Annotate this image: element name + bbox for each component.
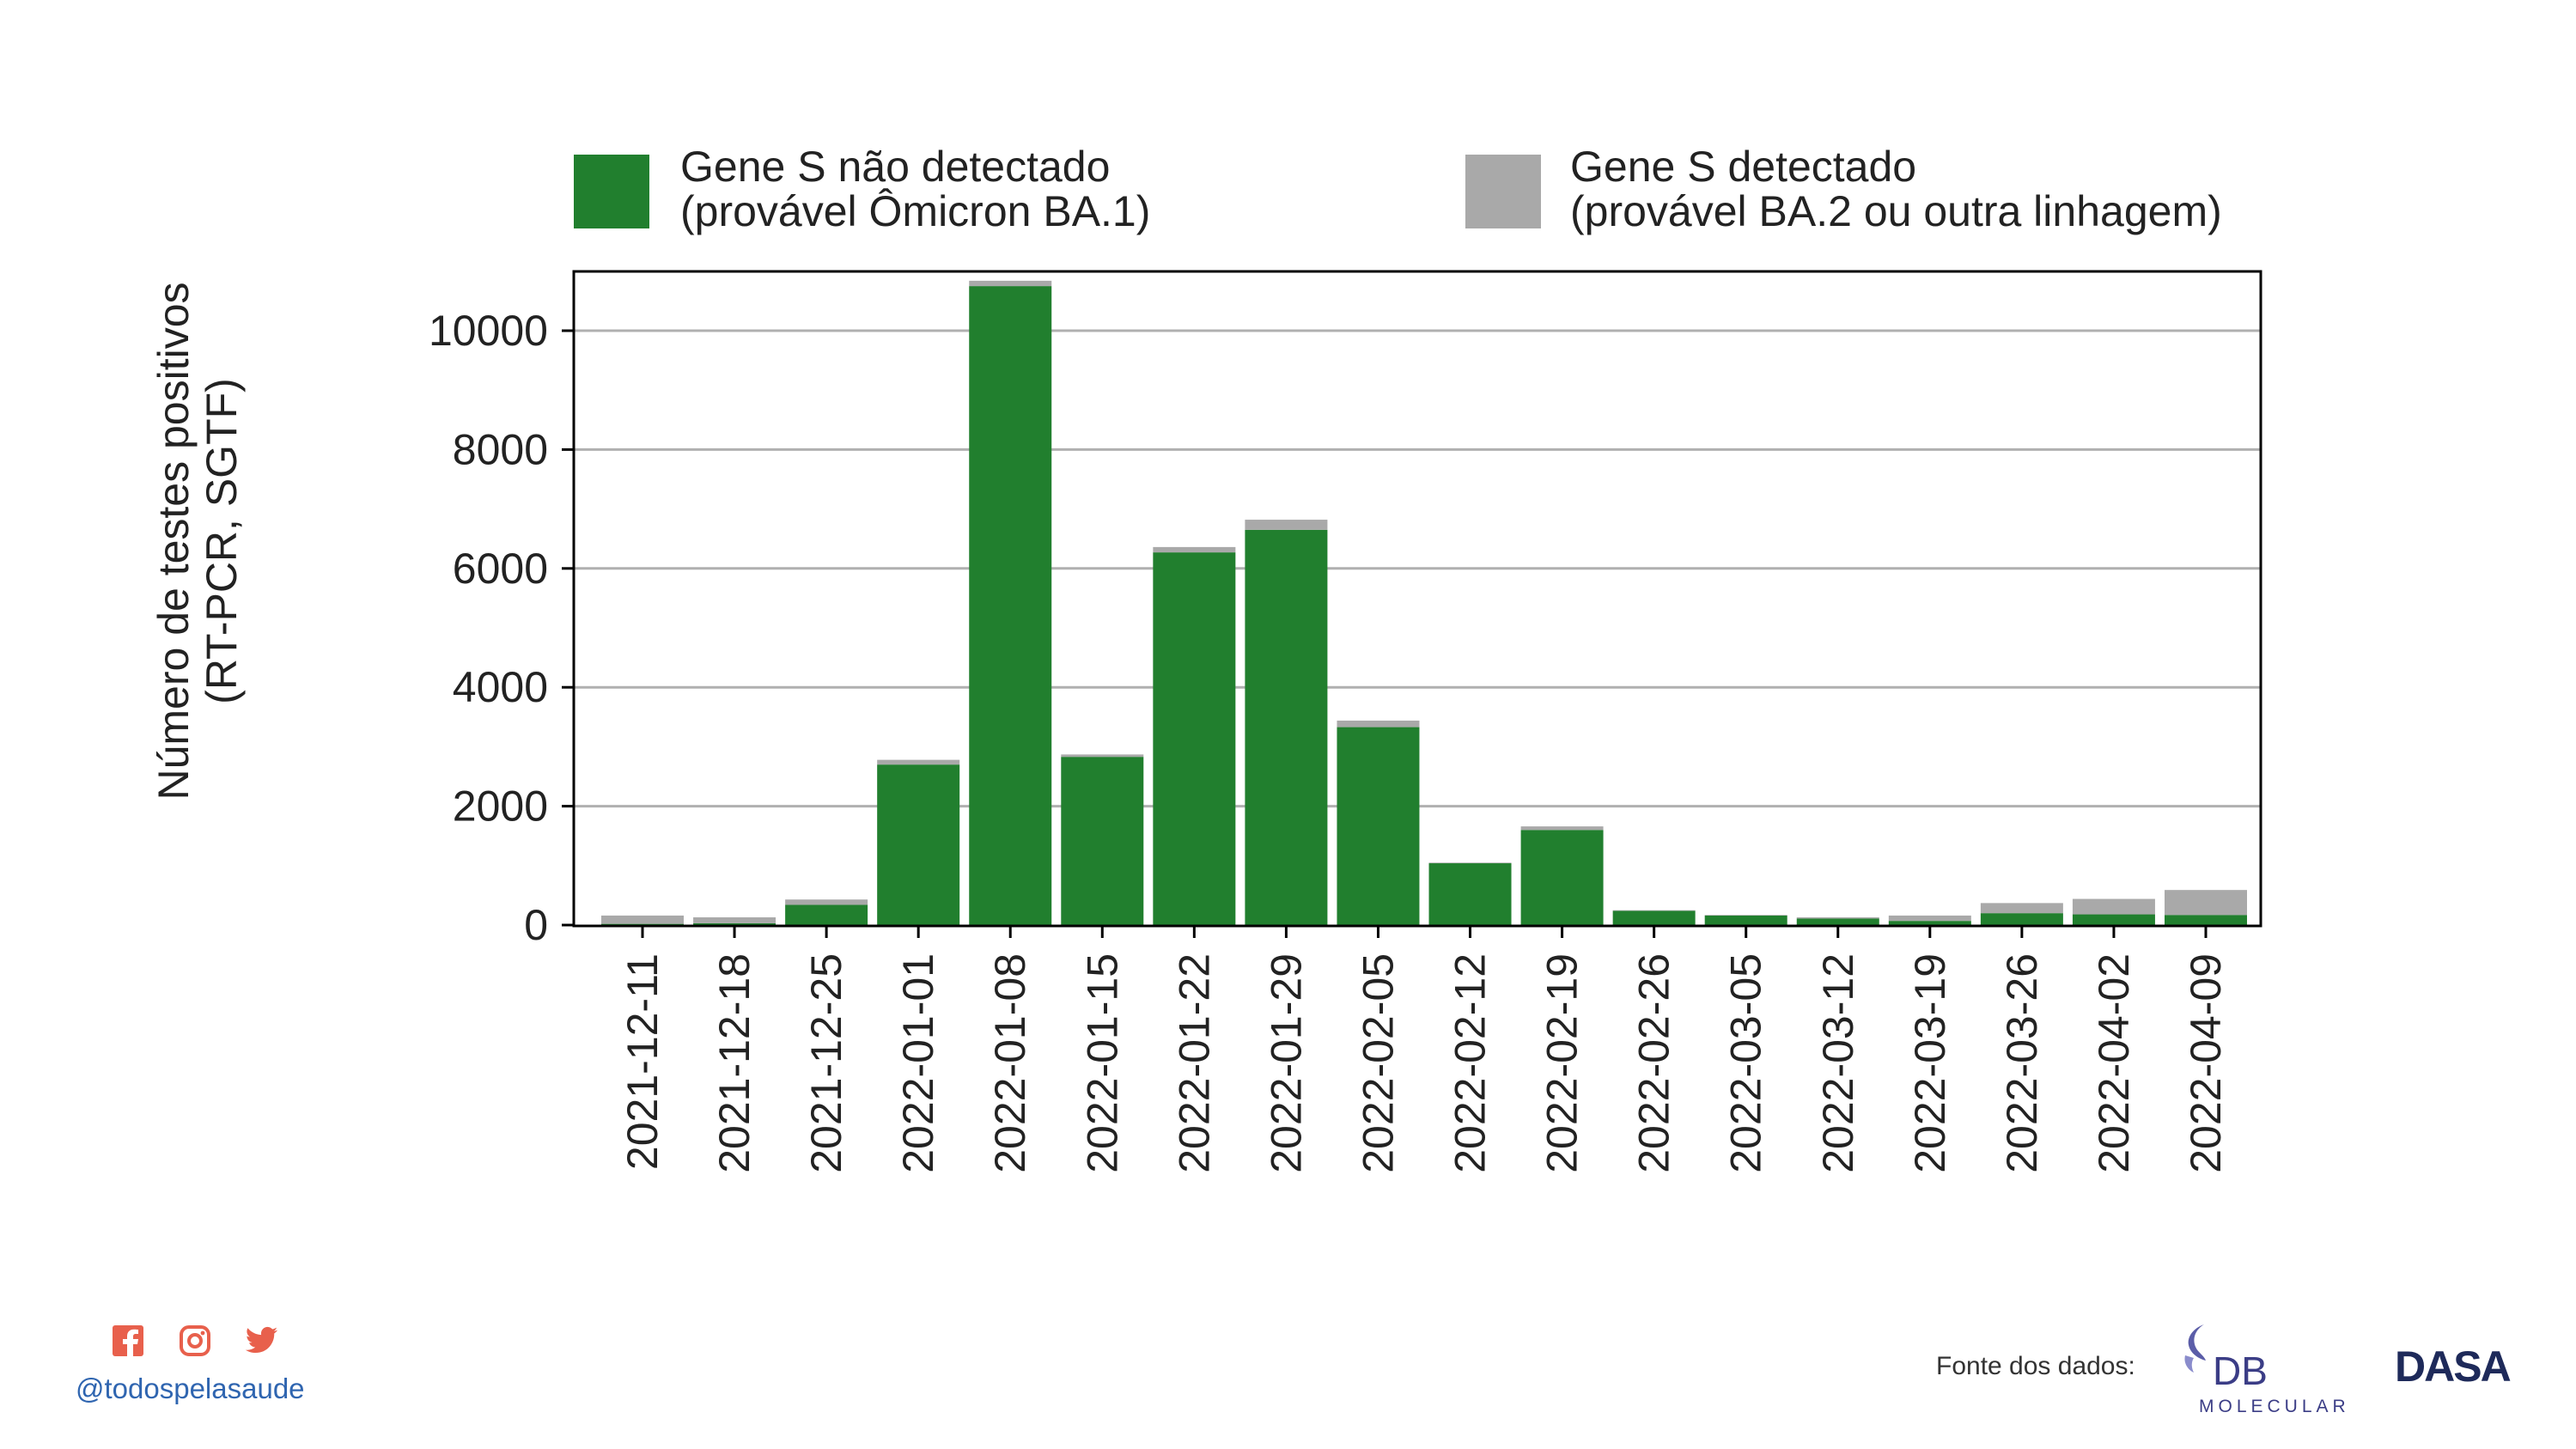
plot-frame bbox=[572, 270, 2262, 928]
x-tick-label: 2022-02-26 bbox=[1630, 953, 1678, 1173]
x-tick-label: 2022-01-08 bbox=[986, 953, 1034, 1173]
x-tick-label: 2022-03-05 bbox=[1722, 953, 1770, 1173]
bar-s-detected bbox=[1153, 546, 1236, 553]
bar-s-not-detected bbox=[877, 764, 960, 925]
x-tick-label: 2021-12-25 bbox=[802, 953, 850, 1173]
y-axis-label: Número de testes positivos (RT-PCR, SGTF… bbox=[149, 198, 246, 885]
db-logo-text: DB bbox=[2213, 1349, 2268, 1393]
y-tick-label: 6000 bbox=[453, 545, 548, 593]
bar-s-detected bbox=[1245, 520, 1328, 530]
x-tick-label: 2022-01-29 bbox=[1262, 953, 1310, 1173]
bar-s-detected bbox=[1888, 915, 1971, 922]
grid-lines bbox=[574, 329, 2261, 808]
x-tick-label: 2021-12-11 bbox=[618, 953, 667, 1170]
y-tick-label: 8000 bbox=[453, 425, 548, 473]
legend-label-line1: Gene S detectado bbox=[1570, 143, 1917, 191]
bar-s-not-detected bbox=[1520, 830, 1604, 925]
twitter-icon[interactable] bbox=[246, 1324, 278, 1357]
x-tick-label: 2022-02-12 bbox=[1446, 953, 1495, 1173]
x-tick-label: 2022-04-02 bbox=[2090, 953, 2138, 1173]
x-tick-label: 2022-03-26 bbox=[1998, 953, 2046, 1173]
bar-s-detected bbox=[1980, 903, 2063, 914]
bar-s-detected bbox=[1612, 910, 1696, 911]
y-tick-label: 10000 bbox=[429, 307, 548, 355]
bar-s-not-detected bbox=[1428, 863, 1512, 925]
bar-s-not-detected bbox=[1245, 529, 1328, 925]
x-tick-label: 2022-01-01 bbox=[894, 953, 942, 1173]
legend-label-s-not-detected: Gene S não detectado (provável Ômicron B… bbox=[680, 144, 1150, 234]
bar-s-detected bbox=[1796, 917, 1879, 919]
bar-s-detected bbox=[2072, 898, 2155, 915]
x-tick-label: 2022-02-05 bbox=[1354, 953, 1402, 1173]
bar-s-detected bbox=[1337, 720, 1420, 728]
x-tick-label: 2022-03-12 bbox=[1814, 953, 1862, 1173]
bar-s-detected bbox=[785, 899, 868, 905]
legend-label-line2: (provável Ômicron BA.1) bbox=[680, 187, 1151, 235]
db-logo-subtext: MOLECULAR bbox=[2199, 1397, 2350, 1416]
bar-s-not-detected bbox=[2165, 915, 2247, 925]
facebook-icon[interactable] bbox=[112, 1324, 144, 1357]
legend-swatch-s-not-detected bbox=[574, 155, 649, 228]
y-axis: 0 2000 4000 6000 8000 10000 bbox=[429, 307, 574, 949]
x-tick-label: 2022-01-15 bbox=[1078, 953, 1126, 1173]
social-handle[interactable]: @todospelasaude bbox=[76, 1373, 305, 1404]
bar-s-detected bbox=[2165, 890, 2247, 916]
bar-s-not-detected bbox=[1612, 910, 1696, 925]
source-label: Fonte dos dados: bbox=[1936, 1352, 2135, 1380]
bar-s-detected bbox=[1704, 915, 1787, 916]
x-tick-label: 2022-01-22 bbox=[1170, 953, 1218, 1173]
bar-s-not-detected bbox=[785, 904, 868, 925]
bar-s-detected bbox=[1428, 862, 1512, 864]
social-links bbox=[112, 1324, 278, 1357]
bar-s-detected bbox=[877, 759, 960, 765]
dasa-logo-text: DASA bbox=[2395, 1342, 2511, 1390]
dasa-logo: DASA bbox=[2393, 1338, 2530, 1391]
x-axis: 2021-12-11 2021-12-18 2021-12-25 2022-01-01… bbox=[618, 926, 2230, 1173]
y-tick-label: 4000 bbox=[453, 663, 548, 711]
bar-s-not-detected bbox=[1337, 727, 1420, 925]
x-tick-label: 2022-04-09 bbox=[2182, 953, 2230, 1173]
legend-label-line2: (provável BA.2 ou outra linhagem) bbox=[1570, 187, 2222, 235]
y-axis-label-line1: Número de testes positivos bbox=[149, 282, 198, 801]
bar-s-not-detected bbox=[601, 923, 684, 925]
bar-s-detected bbox=[601, 915, 684, 924]
bar-s-not-detected bbox=[1704, 915, 1787, 925]
legend-label-s-detected: Gene S detectado (provável BA.2 ou outra… bbox=[1570, 144, 2222, 234]
bar-s-not-detected bbox=[693, 922, 776, 925]
bar-s-not-detected bbox=[1888, 921, 1971, 925]
bar-s-not-detected bbox=[969, 286, 1052, 926]
bar-s-not-detected bbox=[1980, 913, 2063, 925]
legend-swatch-s-detected bbox=[1465, 155, 1541, 228]
bar-s-not-detected bbox=[1153, 552, 1236, 925]
bar-s-not-detected bbox=[1796, 918, 1879, 925]
bar-s-not-detected bbox=[1061, 757, 1144, 925]
x-tick-label: 2022-03-19 bbox=[1906, 953, 1954, 1173]
y-tick-label: 0 bbox=[524, 901, 548, 949]
bar-s-detected bbox=[1520, 826, 1604, 831]
bars bbox=[601, 280, 2247, 926]
instagram-icon[interactable] bbox=[179, 1324, 211, 1357]
y-tick-label: 2000 bbox=[453, 782, 548, 831]
legend-label-line1: Gene S não detectado bbox=[680, 143, 1111, 191]
bar-s-detected bbox=[693, 917, 776, 923]
bar-s-not-detected bbox=[2072, 914, 2155, 925]
bar-s-detected bbox=[1061, 754, 1144, 758]
x-tick-label: 2021-12-18 bbox=[710, 953, 758, 1173]
db-molecular-logo: DB MOLECULAR bbox=[2173, 1323, 2371, 1417]
bar-s-detected bbox=[969, 280, 1052, 287]
x-tick-label: 2022-02-19 bbox=[1538, 953, 1586, 1173]
y-axis-label-line2: (RT-PCR, SGTF) bbox=[198, 378, 246, 704]
